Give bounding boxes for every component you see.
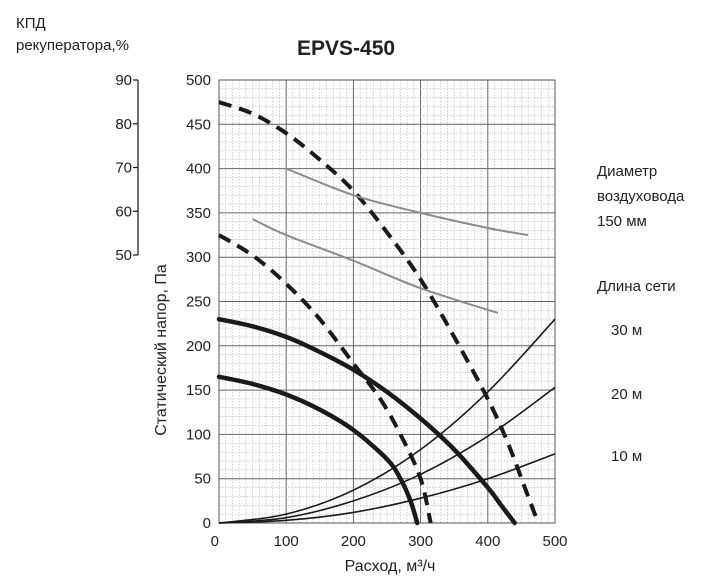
efficiency-tick-label: 50 <box>115 247 132 264</box>
efficiency-axis: 90 80 70 60 50 <box>115 72 139 264</box>
efficiency-tick-label: 70 <box>115 160 132 177</box>
series-line-dashed-2 <box>218 100 541 524</box>
y-tick-label: 450 <box>186 116 211 133</box>
network-length-20m: 20 м <box>611 386 643 403</box>
series-line-thick-1 <box>216 374 420 526</box>
network-length-label: Длина сети <box>597 278 676 295</box>
series-line-dashed-3 <box>217 233 433 524</box>
y-tick-label: 100 <box>186 426 211 443</box>
series-line-system-8 <box>218 453 556 524</box>
y-tick-label: 250 <box>186 294 211 311</box>
y-tick-label: 400 <box>186 161 211 178</box>
efficiency-tick-label: 90 <box>115 72 132 89</box>
x-tick-label: 200 <box>341 533 366 550</box>
x-tick-label: 0 <box>211 533 219 550</box>
network-length-10m: 10 м <box>611 448 643 465</box>
x-tick-label: 400 <box>475 533 500 550</box>
x-tick-label: 300 <box>408 533 433 550</box>
duct-label-line3: 150 мм <box>597 213 647 230</box>
duct-label-line2: воздуховода <box>597 188 685 205</box>
series-line-efficiency-4 <box>285 167 529 237</box>
efficiency-axis-title-line1: КПД <box>16 15 46 32</box>
y-tick-label: 350 <box>186 205 211 222</box>
y-axis-title: Статический напор, Па <box>153 264 170 436</box>
plot-frame <box>218 79 556 524</box>
x-tick-label: 100 <box>274 533 299 550</box>
efficiency-axis-title-line2: рекуператора,% <box>16 37 129 54</box>
x-axis-title: Расход, м³/ч <box>345 558 436 575</box>
duct-label-line1: Диаметр <box>597 163 658 180</box>
efficiency-tick-label: 60 <box>115 203 132 220</box>
y-tick-label: 50 <box>194 471 211 488</box>
network-length-30m: 30 м <box>611 322 643 339</box>
y-tick-label: 300 <box>186 249 211 266</box>
x-tick-labels: 0 100 200 300 400 500 <box>211 533 568 550</box>
chart-title: EPVS-450 <box>297 37 396 60</box>
y-tick-label: 200 <box>186 338 211 355</box>
x-tick-label: 500 <box>542 533 567 550</box>
y-tick-label: 500 <box>186 72 211 89</box>
series-line-system-7 <box>218 386 556 524</box>
y-tick-labels: 0 50 100 150 200 250 300 350 400 450 500 <box>186 72 211 532</box>
series-line-thick-0 <box>216 316 517 526</box>
efficiency-tick-label: 80 <box>115 116 132 133</box>
series-line-efficiency-5 <box>252 218 499 314</box>
y-tick-label: 0 <box>203 515 211 532</box>
series-line-system-6 <box>218 318 556 524</box>
y-tick-label: 150 <box>186 382 211 399</box>
series-group <box>216 100 556 526</box>
